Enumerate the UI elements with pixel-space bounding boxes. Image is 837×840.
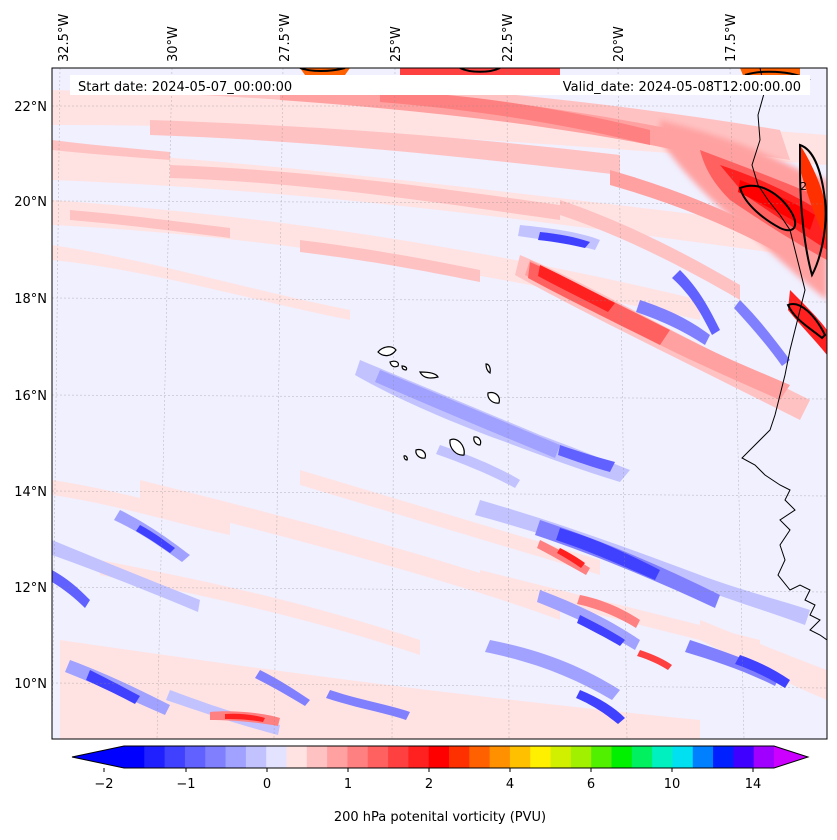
colorbar-segment xyxy=(489,746,511,768)
colorbar-segment xyxy=(225,746,247,768)
colorbar-segment xyxy=(570,746,592,768)
colorbar-segment xyxy=(449,746,470,768)
colorbar-extend-min xyxy=(72,746,124,768)
colorbar-segment xyxy=(144,746,166,768)
colorbar-tick-label: 1 xyxy=(344,777,352,792)
colorbar-segment xyxy=(672,746,694,768)
colorbar-segments xyxy=(124,746,775,768)
colorbar-ticks: −2 −1 0 1 2 4 6 10 14 xyxy=(94,768,761,792)
colorbar-segment xyxy=(692,746,714,768)
colorbar-segment xyxy=(124,746,145,768)
cape-verde-islands xyxy=(377,346,500,461)
colorbar-tick-label: 10 xyxy=(664,777,681,792)
colorbar-segment xyxy=(327,746,348,768)
colorbar-segment xyxy=(306,746,328,768)
lon-label: 30°W xyxy=(166,26,181,62)
pv-field xyxy=(52,68,827,739)
lat-label: 12°N xyxy=(14,581,47,596)
title-strip xyxy=(70,75,810,95)
colorbar-segment xyxy=(713,746,734,768)
colorbar-tick-label: 2 xyxy=(425,777,433,792)
colorbar-segment xyxy=(611,746,633,768)
colorbar-segment xyxy=(286,746,308,768)
colorbar-tick-label: −1 xyxy=(176,777,195,792)
colorbar-segment xyxy=(550,746,572,768)
colorbar-segment xyxy=(753,746,775,768)
colorbar-segment xyxy=(509,746,531,768)
map-frame xyxy=(51,67,828,740)
lat-label: 22°N xyxy=(14,100,47,115)
colorbar-tick-label: 0 xyxy=(263,777,271,792)
colorbar-segment xyxy=(631,746,653,768)
start-date-label: Start date: 2024-05-07_00:00:00 xyxy=(78,80,292,95)
lon-label: 32.5°W xyxy=(57,14,72,62)
lat-label: 10°N xyxy=(14,677,47,692)
contour-label: 2 xyxy=(800,180,807,193)
colorbar-tick-label: −2 xyxy=(94,777,113,792)
colorbar-segment xyxy=(245,746,267,768)
colorbar-tick-label: 14 xyxy=(745,777,762,792)
colorbar-segment xyxy=(205,746,227,768)
colorbar-segment xyxy=(652,746,673,768)
colorbar-tick-label: 6 xyxy=(587,777,595,792)
colorbar-tick-label: 4 xyxy=(506,777,514,792)
colorbar-segment xyxy=(164,746,186,768)
graticule xyxy=(52,68,827,739)
colorbar: −2 −1 0 1 2 4 6 10 14 200 hPa potenital vorticit… xyxy=(71,745,810,825)
map-panel: 2 Start date: 2024-05-07_00:00:00 Valid_… xyxy=(52,68,827,739)
lat-label: 20°N xyxy=(14,195,47,210)
colorbar-segment xyxy=(530,746,552,768)
colorbar-extend-max xyxy=(774,746,808,768)
lon-label: 17.5°W xyxy=(724,14,739,62)
lon-label: 25°W xyxy=(389,26,404,62)
longitude-labels: 32.5°W 30°W 27.5°W 25°W 22.5°W 20°W 17.5… xyxy=(57,14,739,62)
latitude-labels: 22°N 20°N 18°N 16°N 14°N 12°N 10°N xyxy=(14,100,47,692)
lat-label: 18°N xyxy=(14,292,47,307)
colorbar-segment xyxy=(367,746,389,768)
lat-label: 16°N xyxy=(14,389,47,404)
colorbar-segment xyxy=(469,746,491,768)
valid-date-label: Valid_date: 2024-05-08T12:00:00.00 xyxy=(563,80,801,95)
colorbar-outline xyxy=(71,745,810,769)
colorbar-label: 200 hPa potenital vorticity (PVU) xyxy=(334,810,546,825)
lat-label: 14°N xyxy=(14,485,47,500)
africa-coastline xyxy=(741,68,827,641)
colorbar-segment xyxy=(591,746,612,768)
lon-label: 22.5°W xyxy=(501,14,516,62)
colorbar-segment xyxy=(184,746,206,768)
lon-label: 27.5°W xyxy=(278,14,293,62)
lon-label: 20°W xyxy=(612,26,627,62)
colorbar-segment xyxy=(733,746,755,768)
colorbar-segment xyxy=(347,746,369,768)
colorbar-segment xyxy=(428,746,450,768)
colorbar-segment xyxy=(266,746,287,768)
colorbar-segment xyxy=(408,746,430,768)
colorbar-segment xyxy=(388,746,409,768)
